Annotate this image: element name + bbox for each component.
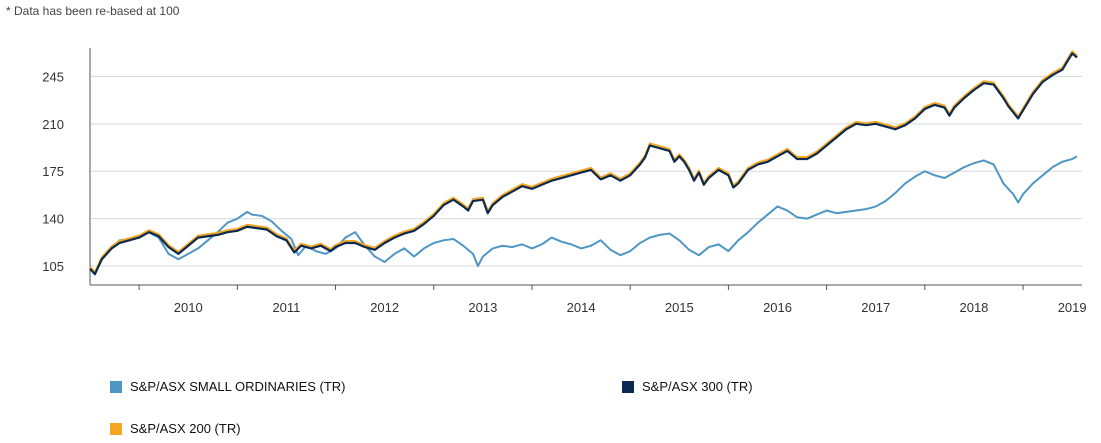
y-tick-label: 210 [42,117,64,132]
y-tick-labels: 105 140 175 210 245 [42,69,64,274]
x-tick-label: 2019 [1058,300,1087,315]
series-line [89,50,1078,274]
series-lines [89,50,1078,276]
x-tick-label: 2015 [665,300,694,315]
y-tick-label: 175 [42,164,64,179]
x-tick-label: 2010 [174,300,203,315]
legend-label: S&P/ASX 200 (TR) [130,421,241,436]
legend-label: S&P/ASX SMALL ORDINARIES (TR) [130,379,346,394]
x-tick-label: 2016 [763,300,792,315]
x-tick-label: 2012 [370,300,399,315]
x-tick-label: 2011 [272,300,300,315]
series-line [89,52,1078,276]
legend-item-asx300: S&P/ASX 300 (TR) [622,379,753,394]
y-tick-label: 140 [42,212,64,227]
legend-swatch [110,422,122,435]
x-tick-label: 2014 [567,300,596,315]
x-tick-label: 2017 [861,300,890,315]
legend-swatch [110,380,122,393]
legend-label: S&P/ASX 300 (TR) [642,379,753,394]
legend-item-asx200: S&P/ASX 200 (TR) [110,421,241,436]
x-tick-label: 2018 [959,300,988,315]
legend-swatch [622,380,634,393]
rebase-note: * Data has been re-based at 100 [6,4,180,18]
series-line [89,155,1078,276]
y-tick-label: 105 [42,259,64,274]
y-tick-label: 245 [42,69,64,84]
x-tick-label: 2013 [468,300,497,315]
x-tick-labels: 2010 2011 2012 2013 2014 2015 2016 2017 2018 2019 [138,285,1087,315]
legend-item-small-ordinaries: S&P/ASX SMALL ORDINARIES (TR) [110,379,346,394]
